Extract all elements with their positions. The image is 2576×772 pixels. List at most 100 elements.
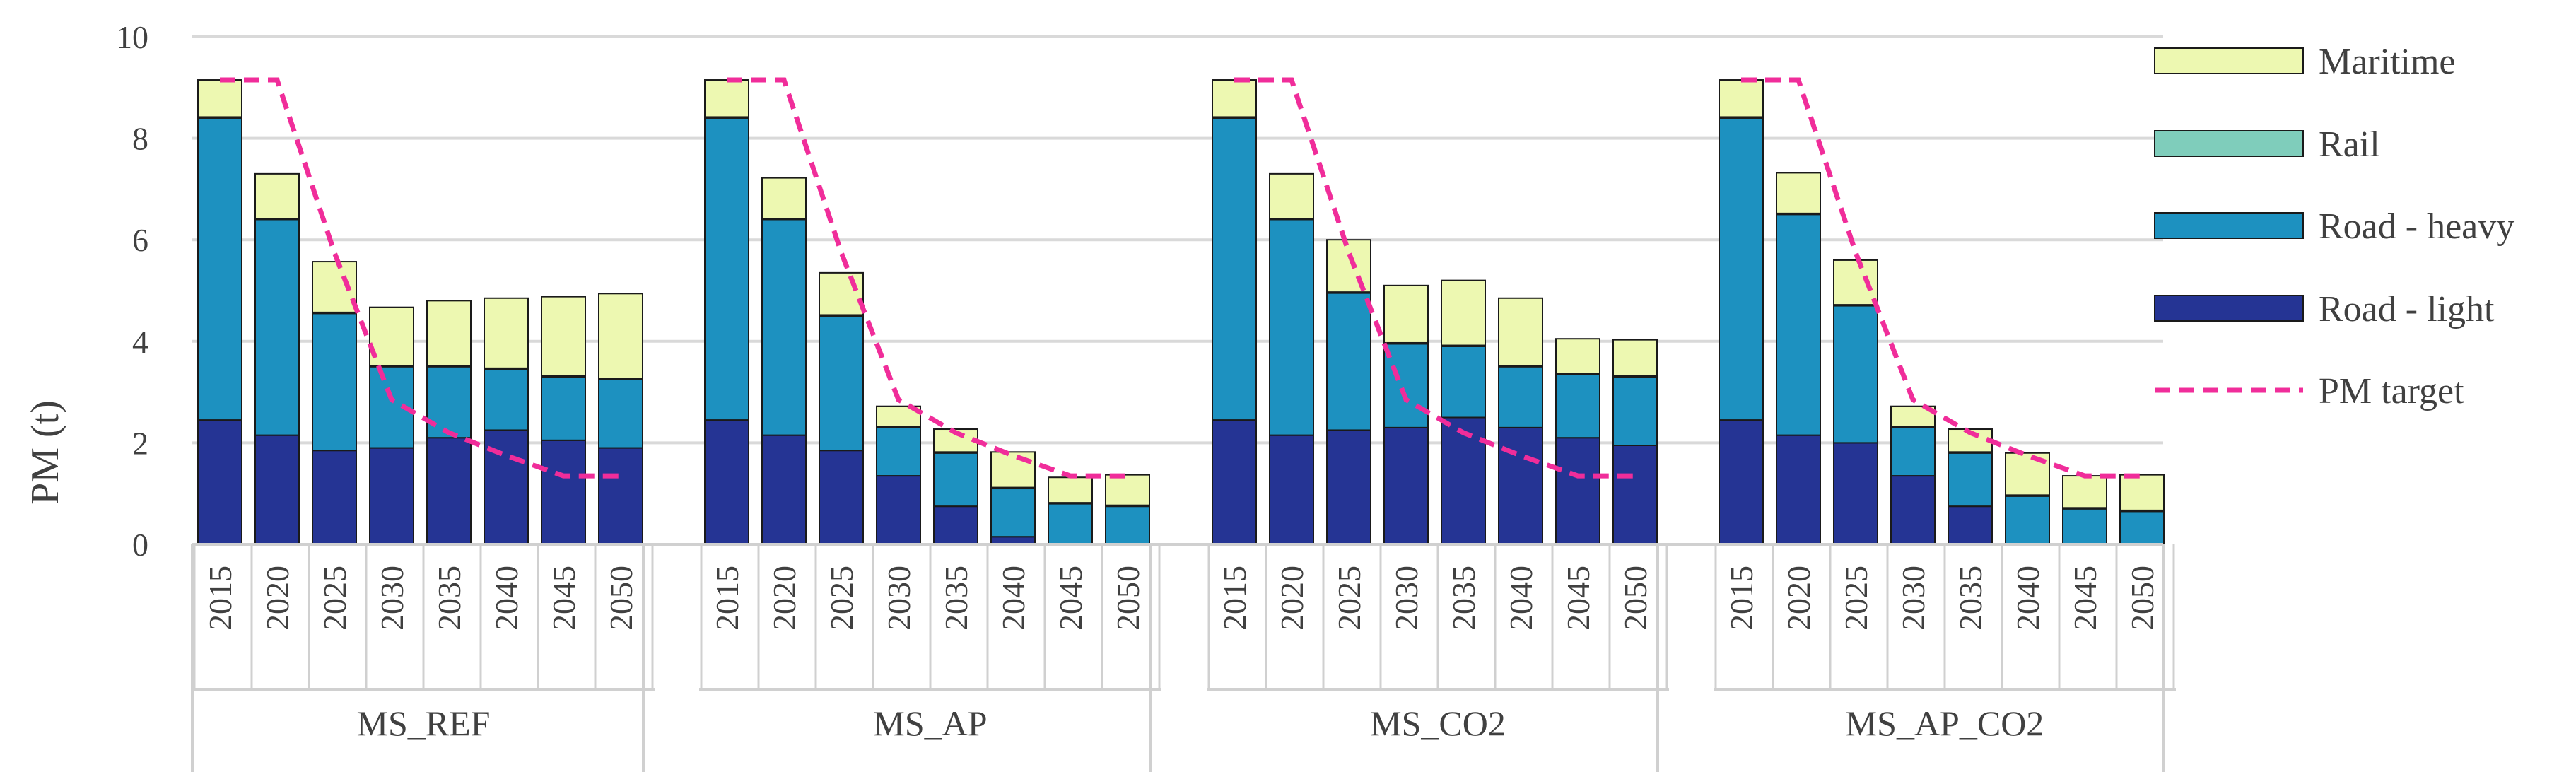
y-tick-label: 4 [132,324,148,360]
x-tick-label: 2030 [1895,566,1931,631]
bar-maritime [369,306,414,367]
x-tick-label: 2035 [1446,566,1482,631]
x-tick-label: 2035 [938,566,974,631]
x-tick-label: 2045 [2067,566,2103,631]
x-tick-label: 2015 [1217,566,1253,631]
bar-road-heavy [1833,305,1878,444]
legend-swatch [2154,130,2304,157]
x-tick-label: 2040 [2010,566,2046,631]
bar-road-light [1383,426,1429,545]
pm-target-line [1234,77,1635,479]
bar-maritime [1105,474,1150,506]
pm-target-line [1741,77,2142,479]
bar-maritime [541,296,586,377]
legend-label: Road - light [2319,289,2495,329]
bar-road-heavy [254,218,300,436]
bar-road-heavy [1326,292,1371,431]
legend-label: Road - heavy [2319,206,2514,247]
bar-maritime [704,79,749,118]
bar-maritime [1612,339,1658,377]
group-label: MS_CO2 [1370,703,1506,743]
legend-label: PM target [2319,371,2464,411]
bars [197,79,2165,546]
x-tick-label: 2025 [317,566,353,631]
bar-road-light [933,505,978,546]
y-tick-label: 2 [132,425,148,461]
x-tick-label: 2040 [1503,566,1539,631]
bar-road-heavy [1383,343,1429,428]
bar-road-heavy [197,117,242,421]
bar-maritime [598,293,643,380]
legend-swatch [2154,295,2304,322]
bar-road-heavy [312,312,357,452]
x-tick-label: 2030 [881,566,917,631]
bar-road-heavy [1890,426,1936,477]
x-tick-label: 2050 [1617,566,1653,631]
bar-road-light [1212,419,1257,546]
bar-road-light [1269,434,1314,545]
bar-road-heavy [876,426,921,477]
pm-target-lines [220,77,2142,479]
x-tick-label: 2050 [603,566,639,631]
bar-road-light [369,447,414,546]
bar-road-light [254,434,300,545]
bar-road-heavy [1555,373,1600,439]
bar-road-light [1612,444,1658,545]
pm-target-line [727,77,1128,479]
x-tick-label: 2035 [1953,566,1989,631]
x-tick-label: 2045 [1053,566,1089,631]
bar-maritime [1498,297,1543,367]
bar-maritime [1212,79,1257,118]
bar-road-light [819,450,864,545]
bar-road-light [1776,434,1821,545]
x-tick-label: 2045 [1560,566,1596,631]
legend-label: Maritime [2319,42,2456,82]
x-tick-label: 2050 [2124,566,2160,631]
bar-road-heavy [2062,508,2107,545]
bar-road-light [197,419,242,546]
bar-road-heavy [1212,117,1257,421]
bar-road-heavy [426,365,472,439]
x-tick-label: 2025 [824,566,860,631]
bar-road-light [598,447,643,546]
bar-road-heavy [2005,495,2050,545]
x-tick-label: 2015 [709,566,745,631]
bar-maritime [197,79,242,118]
bar-maritime [1383,284,1429,344]
bar-road-heavy [598,378,643,449]
bar-road-light [1890,475,1936,546]
bar-maritime [1776,172,1821,214]
x-tick-label: 2020 [1781,566,1817,631]
bar-road-light [1441,416,1486,545]
legend: Maritime Rail Road - heavy Road - light PM t… [2154,42,2514,411]
bar-road-heavy [1498,365,1543,428]
legend-swatch [2154,47,2304,74]
bar-road-heavy [1776,214,1821,436]
bar-maritime [1833,259,1878,306]
bar-maritime [2062,475,2107,509]
x-tick-label: 2020 [766,566,802,631]
bar-road-light [1498,426,1543,545]
bar-road-light [312,450,357,545]
x-tick-label: 2040 [995,566,1031,631]
bar-road-light [1555,437,1600,545]
bar-road-heavy [1441,345,1486,419]
bar-maritime [819,271,864,316]
bar-road-heavy [1948,452,1993,508]
x-tick-label: 2030 [374,566,410,631]
bar-road-light [761,434,807,545]
bar-road-light [876,475,921,546]
bar-road-heavy [1612,376,1658,446]
bar-maritime [1048,476,1093,504]
bar-road-heavy [704,117,749,421]
x-tick-label: 2050 [1110,566,1146,631]
pm-target-line [220,77,621,479]
bar-road-heavy [761,218,807,436]
bar-road-heavy [1105,505,1150,546]
group-label: MS_REF [357,703,491,743]
bar-maritime [2119,474,2165,511]
x-tick-label: 2045 [546,566,582,631]
bar-road-heavy [1269,218,1314,436]
bar-road-light [1326,429,1371,546]
